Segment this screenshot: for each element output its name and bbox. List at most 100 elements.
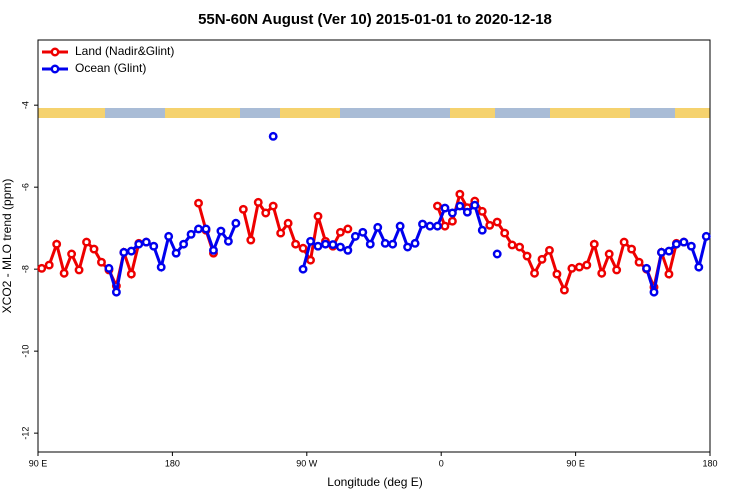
point xyxy=(52,239,62,249)
point xyxy=(597,268,607,278)
point xyxy=(89,244,99,254)
point xyxy=(194,198,203,208)
point xyxy=(261,208,271,218)
point xyxy=(388,239,398,249)
point xyxy=(671,239,681,249)
point xyxy=(313,211,323,221)
point xyxy=(664,269,674,279)
x-axis-label: Longitude (deg E) xyxy=(327,475,422,489)
point xyxy=(141,237,151,247)
point xyxy=(694,262,704,272)
point xyxy=(67,249,77,259)
point xyxy=(462,207,472,217)
point xyxy=(335,227,345,237)
point xyxy=(306,255,315,265)
point xyxy=(321,239,330,249)
point xyxy=(537,254,547,264)
point xyxy=(44,260,54,270)
point xyxy=(216,226,226,236)
point xyxy=(253,197,263,207)
point xyxy=(492,249,502,259)
chart-title: 55N-60N August (Ver 10) 2015-01-01 to 20… xyxy=(198,11,552,28)
point xyxy=(686,241,696,251)
point xyxy=(545,245,554,255)
point xyxy=(455,201,465,211)
point xyxy=(470,200,480,210)
point xyxy=(440,203,450,213)
point xyxy=(485,220,495,230)
point xyxy=(433,221,442,231)
x-tick-label: 90 E xyxy=(29,458,48,468)
x-tick-label: 0 xyxy=(439,458,444,468)
point xyxy=(268,131,278,141)
point xyxy=(455,189,465,199)
point xyxy=(559,285,569,295)
point xyxy=(126,269,136,279)
point xyxy=(179,239,189,249)
point xyxy=(552,269,562,279)
point xyxy=(126,246,136,256)
x-tick-label: 90 E xyxy=(566,458,585,468)
point xyxy=(447,216,457,226)
point xyxy=(619,237,629,247)
legend-label: Ocean (Glint) xyxy=(75,61,146,75)
point xyxy=(246,235,256,245)
x-tick-label: 180 xyxy=(702,458,717,468)
point xyxy=(343,245,353,255)
point xyxy=(343,224,353,234)
point xyxy=(440,221,450,231)
point xyxy=(313,241,323,251)
point xyxy=(201,224,211,234)
y-tick-label: -10 xyxy=(20,345,30,358)
point xyxy=(111,287,121,297)
y-tick-label: -6 xyxy=(20,183,30,191)
point xyxy=(410,238,420,248)
point xyxy=(373,222,383,232)
point xyxy=(657,247,666,257)
point xyxy=(664,246,674,256)
point xyxy=(291,239,301,249)
point xyxy=(306,236,315,246)
point xyxy=(365,239,375,249)
point xyxy=(149,241,159,251)
point xyxy=(634,257,644,267)
point xyxy=(37,263,47,273)
point xyxy=(403,242,413,252)
legend-marker xyxy=(50,47,60,57)
point xyxy=(194,224,203,234)
point xyxy=(582,260,592,270)
point xyxy=(447,208,457,218)
point xyxy=(477,225,487,235)
point xyxy=(156,262,166,272)
point xyxy=(418,219,427,229)
point xyxy=(477,206,487,216)
point xyxy=(335,242,345,252)
y-axis-label: XCO2 - MLO trend (ppm) xyxy=(0,179,14,314)
point xyxy=(574,262,584,272)
point xyxy=(59,268,69,278)
point xyxy=(231,218,241,228)
point xyxy=(507,240,517,250)
point xyxy=(515,242,525,252)
point xyxy=(395,221,405,231)
legend-label: Land (Nadir&Glint) xyxy=(75,44,174,58)
point xyxy=(82,237,91,247)
point xyxy=(679,237,689,247)
x-tick-label: 180 xyxy=(165,458,180,468)
point xyxy=(380,238,390,248)
point xyxy=(350,231,360,241)
point xyxy=(186,229,196,239)
point xyxy=(171,248,181,258)
point xyxy=(283,218,293,228)
point xyxy=(328,240,338,250)
point xyxy=(164,231,174,241)
point xyxy=(104,263,114,273)
plot-frame xyxy=(37,39,711,453)
point xyxy=(500,228,510,238)
point xyxy=(97,257,106,267)
point xyxy=(522,251,532,261)
y-tick-label: -12 xyxy=(20,427,30,440)
point xyxy=(701,231,711,241)
point xyxy=(134,239,144,249)
